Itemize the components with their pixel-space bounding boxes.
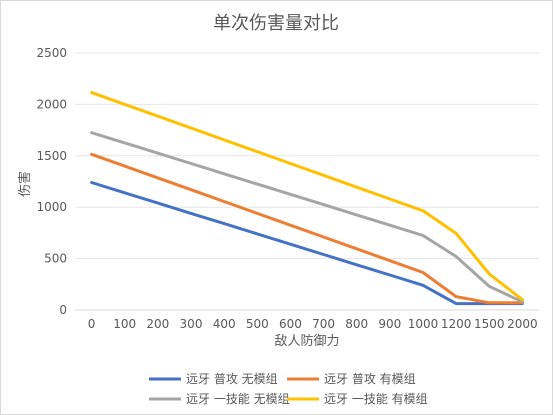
x-tick-label: 300 [180,317,203,331]
x-tick-label: 2000 [507,317,538,331]
x-tick-label: 600 [279,317,302,331]
y-tick-label: 2000 [36,97,67,111]
legend-label-3: 远牙 一技能 无模组 [186,392,290,406]
x-tick-label: 1500 [474,317,505,331]
series-line-2 [90,152,524,305]
x-axis-title: 敌人防御力 [274,333,339,349]
x-tick-label: 800 [345,317,368,331]
y-axis-ticks: 0 500 1000 1500 2000 2500 [36,46,67,317]
y-axis-title: 伤害 [17,171,33,197]
x-tick-label: 0 [88,317,96,331]
legend-label-1: 远牙 普攻 无模组 [186,372,278,386]
series-line-3 [90,131,524,304]
x-tick-label: 500 [246,317,269,331]
y-tick-label: 0 [59,303,67,317]
series-lines [90,91,524,306]
y-tick-label: 500 [44,252,67,266]
gridlines [75,52,539,311]
x-tick-label: 900 [378,317,401,331]
x-tick-label: 700 [312,317,335,331]
x-tick-label: 200 [146,317,169,331]
x-tick-label: 400 [213,317,236,331]
y-tick-label: 2500 [36,46,67,60]
legend-label-2: 远牙 普攻 有模组 [324,372,416,386]
series-line-4 [90,91,524,302]
legend-label-4: 远牙 一技能 有模组 [324,392,428,406]
chart-title: 单次伤害量对比 [213,13,339,34]
x-tick-label: 100 [113,317,136,331]
x-tick-label: 1200 [441,317,472,331]
x-tick-label: 1000 [408,317,439,331]
y-tick-label: 1500 [36,149,67,163]
y-tick-label: 1000 [36,200,67,214]
x-axis-ticks: 0 100 200 300 400 500 600 700 800 900 1000 1200 1500… [88,317,538,331]
series-line-1 [90,181,524,306]
